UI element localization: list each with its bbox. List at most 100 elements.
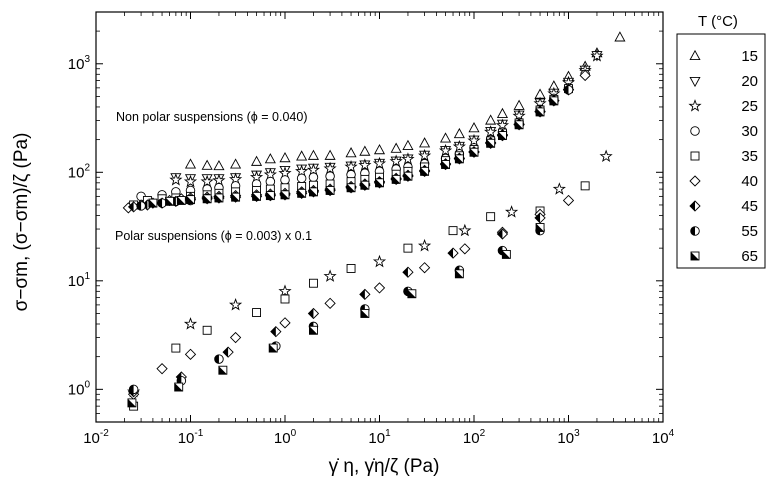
legend-marker-55	[690, 226, 700, 236]
data-point-T25-non-polar	[418, 148, 432, 162]
data-point-T65-non-polar	[176, 196, 186, 205]
legend-title: T (°C)	[698, 13, 738, 30]
data-point-T15-non-polar	[345, 147, 357, 158]
data-point-T15-non-polar	[264, 153, 276, 164]
data-point-T30-non-polar	[325, 171, 335, 181]
data-point-T15-non-polar	[296, 150, 308, 161]
data-point-T65-non-polar	[202, 194, 212, 204]
y-tick-label: 100	[68, 379, 91, 398]
data-point-T40-polar	[418, 262, 431, 274]
data-point-T65-polar	[407, 289, 417, 299]
data-point-T65-non-polar	[148, 198, 158, 208]
data-point-T65-non-polar	[308, 187, 318, 197]
data-point-T65-non-polar	[391, 174, 401, 184]
data-point-T25-non-polar	[323, 161, 337, 175]
data-point-T45-polar	[359, 288, 371, 301]
legend-label-45: 45	[741, 198, 758, 215]
data-point-T15-non-polar	[614, 31, 626, 42]
data-point-T25-polar	[372, 254, 387, 268]
data-point-T30-non-polar	[280, 175, 290, 185]
data-point-T25-non-polar	[389, 154, 403, 167]
data-point-T35-polar	[308, 278, 318, 288]
legend-label-20: 20	[741, 73, 758, 90]
legend-marker-45	[689, 200, 701, 212]
data-point-T45-polar	[270, 326, 282, 338]
data-point-T15-non-polar	[513, 99, 525, 110]
legend-marker-30	[690, 126, 700, 136]
y-tick-label: 103	[68, 54, 91, 73]
x-tick-label: 101	[368, 428, 391, 447]
x-axis-title: γ̇ η, γ̇η/ζ (Pa)	[329, 456, 440, 477]
plot-frame	[95, 11, 664, 423]
data-point-T30-non-polar	[308, 172, 319, 183]
data-points	[122, 31, 626, 411]
x-tick-label: 104	[652, 428, 675, 447]
data-point-T25-polar	[323, 269, 337, 282]
x-tick-label: 103	[557, 428, 580, 447]
data-point-T35-polar	[580, 181, 590, 191]
data-point-T25-polar	[278, 284, 292, 297]
data-point-T15-non-polar	[390, 142, 402, 153]
legend-label-25: 25	[741, 98, 758, 115]
data-point-T25-polar	[552, 182, 566, 195]
data-point-T15-non-polar	[485, 114, 497, 125]
data-point-T15-non-polar	[250, 155, 263, 166]
data-point-T65-non-polar	[469, 147, 479, 157]
data-point-T25-non-polar	[200, 174, 214, 188]
legend-label-15: 15	[741, 48, 758, 65]
data-point-T65-non-polar	[497, 131, 507, 141]
data-point-T65-polar	[454, 269, 464, 279]
legend-marker-20	[689, 76, 701, 88]
data-point-T55-non-polar	[136, 201, 146, 211]
data-point-T25-non-polar	[452, 139, 466, 153]
x-tick-label: 10-1	[178, 428, 204, 447]
data-point-T45-polar	[447, 247, 459, 259]
legend-marker-35	[690, 151, 700, 161]
legend-label-40: 40	[741, 173, 758, 190]
data-point-T65-polar	[268, 343, 278, 353]
data-point-T15-non-polar	[496, 107, 509, 118]
data-point-T25-polar	[599, 149, 613, 163]
data-point-T55-non-polar	[157, 198, 167, 208]
legend-label-35: 35	[741, 148, 758, 165]
data-point-T65-non-polar	[325, 186, 335, 195]
legend-marker-15	[689, 49, 701, 61]
data-point-T65-polar	[218, 365, 228, 375]
data-point-T25-polar	[458, 223, 472, 237]
data-point-T25-non-polar	[306, 163, 321, 176]
legend-entries: 15 20 25 30 35 40 45 55 65	[688, 48, 758, 265]
data-point-T65-non-polar	[486, 138, 496, 148]
data-point-T25-non-polar	[590, 49, 604, 62]
data-point-T15-non-polar	[230, 158, 242, 169]
legend-marker-65	[690, 251, 700, 261]
data-point-T65-non-polar	[252, 191, 262, 201]
data-point-T45-polar	[222, 346, 234, 358]
data-point-T15-non-polar	[324, 149, 336, 160]
data-point-T25-non-polar	[438, 143, 453, 157]
data-point-T15-non-polar	[201, 159, 213, 170]
data-point-T45-polar	[307, 307, 320, 320]
data-point-T65-non-polar	[186, 195, 195, 205]
legend-label-65: 65	[741, 248, 758, 265]
data-point-T15-non-polar	[359, 145, 371, 156]
legend-marker-25	[688, 99, 702, 112]
data-point-T15-non-polar	[402, 139, 414, 150]
data-point-T55-non-polar	[563, 85, 574, 95]
data-point-T65-polar	[127, 398, 137, 408]
data-point-T15-non-polar	[213, 159, 225, 171]
data-point-T45-polar	[534, 212, 546, 224]
y-axis: 100 101 102 103	[68, 11, 663, 423]
data-point-T65-non-polar	[297, 188, 307, 198]
data-point-T35-polar	[448, 226, 458, 236]
data-point-T65-non-polar	[231, 192, 241, 202]
data-point-T65-polar	[308, 325, 318, 335]
data-point-T40-polar	[562, 194, 575, 207]
data-point-T65-non-polar	[346, 183, 356, 193]
data-point-T65-polar	[535, 223, 545, 232]
data-point-T65-non-polar	[375, 178, 384, 188]
data-point-T45-polar	[402, 266, 414, 278]
data-point-T45-non-polar	[127, 201, 140, 213]
y-tick-label: 102	[68, 162, 91, 181]
legend-label-30: 30	[741, 123, 758, 140]
